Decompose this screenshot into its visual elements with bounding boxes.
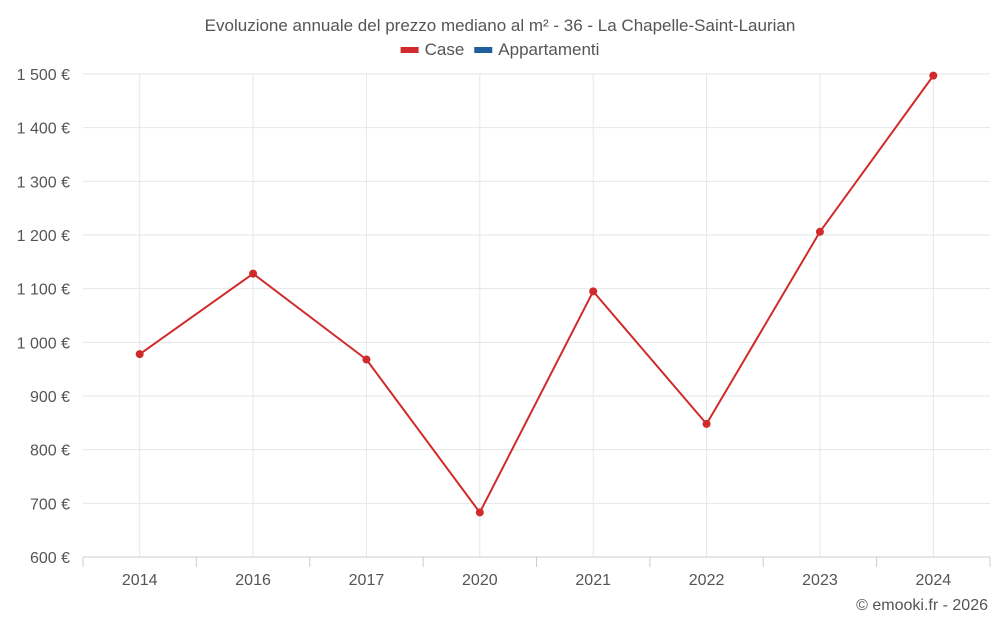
data-point[interactable] (249, 269, 258, 278)
data-point[interactable] (362, 355, 371, 364)
x-tick-label: 2017 (349, 572, 385, 589)
series-layer (135, 71, 938, 517)
grid (83, 73, 990, 557)
x-tick-label: 2021 (575, 572, 611, 589)
x-tick-label: 2024 (916, 572, 952, 589)
x-axis: 2014 2016 2017 2020 2021 2022 2023 2024 (82, 556, 991, 589)
y-axis: 600 € 700 € 800 € 900 € 1 000 € 1 100 € 1 200 … (17, 67, 70, 567)
x-tick-label: 2016 (235, 572, 271, 589)
credit-text: © emooki.fr - 2026 (856, 597, 988, 614)
y-tick-label: 600 € (30, 550, 70, 567)
x-tick-label: 2023 (802, 572, 838, 589)
x-tick-label: 2022 (689, 572, 725, 589)
chart-title: Evoluzione annuale del prezzo mediano al… (205, 16, 796, 35)
y-tick-label: 1 000 € (17, 335, 70, 352)
data-point[interactable] (589, 287, 598, 296)
y-tick-label: 1 400 € (17, 121, 70, 138)
y-tick-label: 1 100 € (17, 282, 70, 299)
data-point[interactable] (475, 508, 484, 517)
legend-item-appartamenti[interactable]: Appartamenti (474, 40, 599, 59)
legend-label: Appartamenti (498, 40, 599, 59)
legend[interactable]: Case Appartamenti (400, 40, 600, 59)
y-tick-label: 1 300 € (17, 174, 70, 191)
y-tick-label: 700 € (30, 496, 70, 513)
x-tick-label: 2020 (462, 572, 498, 589)
y-tick-label: 800 € (30, 443, 70, 460)
legend-label: Case (425, 40, 465, 59)
series-line-case (139, 75, 935, 514)
y-tick-label: 1 500 € (17, 67, 70, 84)
y-tick-label: 900 € (30, 389, 70, 406)
data-point[interactable] (135, 350, 144, 359)
data-point[interactable] (929, 71, 938, 80)
data-point[interactable] (702, 419, 711, 428)
legend-item-case[interactable]: Case (400, 40, 465, 59)
legend-swatch (400, 47, 419, 53)
legend-swatch (474, 47, 493, 53)
x-tick-label: 2014 (122, 572, 158, 589)
data-point[interactable] (815, 227, 824, 236)
y-tick-label: 1 200 € (17, 228, 70, 245)
